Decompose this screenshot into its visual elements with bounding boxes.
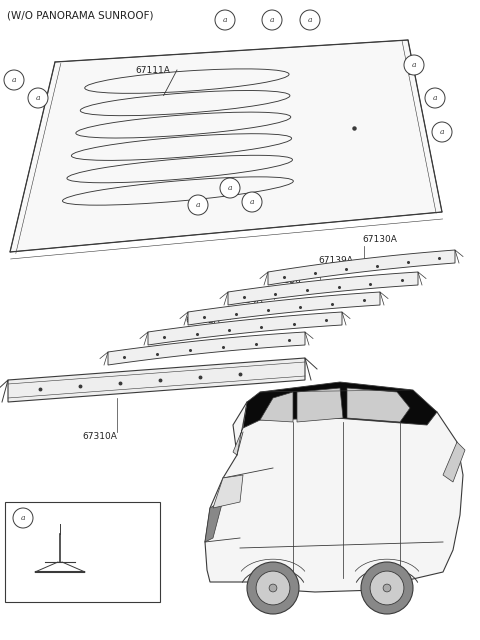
Text: a: a <box>196 201 200 209</box>
Polygon shape <box>233 402 247 455</box>
Text: 67132A: 67132A <box>185 316 220 325</box>
Text: a: a <box>270 16 274 24</box>
Circle shape <box>262 10 282 30</box>
Text: 67310A: 67310A <box>82 432 117 441</box>
Polygon shape <box>205 388 463 592</box>
Text: a: a <box>223 16 227 24</box>
Text: 67111A: 67111A <box>135 65 170 74</box>
Polygon shape <box>205 500 223 542</box>
Circle shape <box>28 88 48 108</box>
Text: a: a <box>433 94 437 102</box>
Circle shape <box>220 178 240 198</box>
Text: 67130A: 67130A <box>362 235 397 244</box>
Polygon shape <box>228 272 418 305</box>
Polygon shape <box>297 388 343 422</box>
Polygon shape <box>108 332 305 365</box>
Circle shape <box>383 584 391 592</box>
Circle shape <box>432 122 452 142</box>
Text: a: a <box>228 184 232 192</box>
Text: a: a <box>250 198 254 206</box>
Circle shape <box>404 55 424 75</box>
Text: a: a <box>440 128 444 136</box>
Polygon shape <box>347 388 410 422</box>
Polygon shape <box>243 382 437 428</box>
Circle shape <box>4 70 24 90</box>
FancyBboxPatch shape <box>5 502 160 602</box>
Polygon shape <box>443 442 465 482</box>
Text: 67136: 67136 <box>272 276 301 285</box>
Text: (W/O PANORAMA SUNROOF): (W/O PANORAMA SUNROOF) <box>7 10 154 20</box>
Circle shape <box>13 508 33 528</box>
Circle shape <box>242 192 262 212</box>
Circle shape <box>300 10 320 30</box>
Circle shape <box>188 195 208 215</box>
Polygon shape <box>188 292 380 325</box>
Polygon shape <box>260 392 293 422</box>
Text: a: a <box>412 61 416 69</box>
Circle shape <box>370 571 404 605</box>
Circle shape <box>361 562 413 614</box>
Polygon shape <box>8 358 305 402</box>
Text: a: a <box>36 94 40 102</box>
Text: a: a <box>12 76 16 84</box>
Circle shape <box>256 571 290 605</box>
Polygon shape <box>148 312 342 345</box>
Circle shape <box>247 562 299 614</box>
Text: a: a <box>21 514 25 522</box>
Circle shape <box>269 584 277 592</box>
Text: 67134A: 67134A <box>228 296 263 305</box>
Circle shape <box>215 10 235 30</box>
Text: 67113A: 67113A <box>39 513 74 522</box>
Circle shape <box>425 88 445 108</box>
Polygon shape <box>213 475 243 508</box>
Polygon shape <box>10 40 442 252</box>
Polygon shape <box>268 250 455 285</box>
Text: a: a <box>308 16 312 24</box>
Text: 67139A: 67139A <box>318 256 353 265</box>
